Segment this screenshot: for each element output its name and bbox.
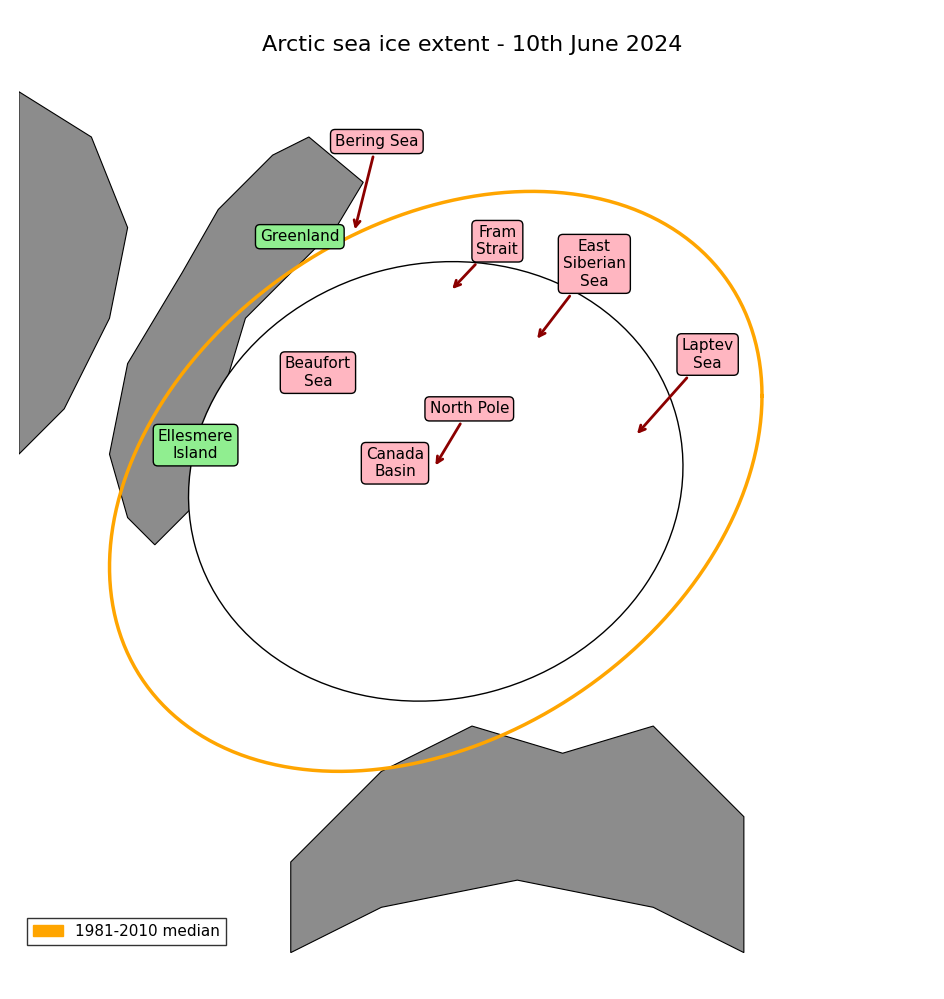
Text: Beaufort
Sea: Beaufort Sea	[285, 357, 351, 389]
Text: East
Siberian
Sea: East Siberian Sea	[539, 239, 626, 337]
Polygon shape	[291, 726, 744, 953]
Polygon shape	[110, 137, 363, 544]
Text: Bering Sea: Bering Sea	[335, 134, 418, 227]
Ellipse shape	[189, 262, 683, 701]
Text: Arctic sea ice extent - 10th June 2024: Arctic sea ice extent - 10th June 2024	[261, 35, 683, 55]
Text: Canada
Basin: Canada Basin	[366, 447, 424, 480]
Text: Fram
Strait: Fram Strait	[454, 225, 518, 287]
Text: North Pole: North Pole	[430, 402, 509, 463]
Polygon shape	[19, 92, 127, 455]
Text: Greenland: Greenland	[260, 229, 340, 244]
Text: Laptev
Sea: Laptev Sea	[639, 339, 733, 432]
Legend: 1981-2010 median: 1981-2010 median	[26, 918, 227, 945]
Text: Ellesmere
Island: Ellesmere Island	[158, 429, 233, 462]
